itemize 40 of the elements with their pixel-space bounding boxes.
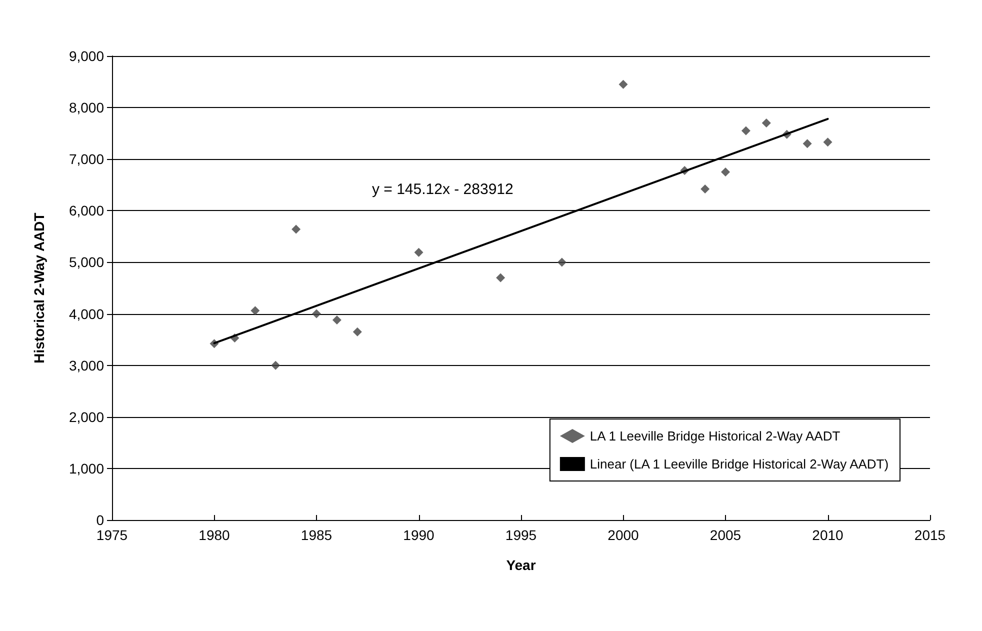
x-tick-label: 2010 [812,527,844,543]
point [352,327,362,336]
point [312,309,321,318]
point [618,80,628,89]
y-tick-label: 2,000 [68,408,104,425]
point [250,306,260,316]
point [271,360,280,370]
point [802,139,812,148]
x-axis-title: Year [506,557,536,573]
y-axis-title: Historical 2-Way AADT [31,212,47,364]
point [332,315,342,324]
point [414,248,424,257]
point [496,273,506,282]
x-tick-label: 1990 [403,527,435,543]
legend-label: LA 1 Leeville Bridge Historical 2-Way AADT [590,428,840,444]
point [741,126,750,136]
point [557,258,566,267]
x-tick-label: 1975 [96,527,128,543]
x-tick-label: 1985 [300,527,332,543]
y-tick-label: 8,000 [68,100,104,116]
point [823,138,832,147]
annotation: y = 145.12x - 283912 [372,181,514,198]
point [292,224,301,234]
y-tick-label: 7,000 [68,151,104,168]
point [762,118,771,128]
point [721,168,730,176]
y-tick-label: 6,000 [68,202,104,219]
y-tick-label: 4,000 [68,306,104,322]
y-tick-label: 0 [96,512,104,528]
point [700,184,710,194]
y-tick-label: 3,000 [68,357,104,374]
x-tick-label: 1995 [505,527,537,543]
x-tick-label: 2005 [710,527,742,543]
legend-label: Linear (LA 1 Leeville Bridge Historical 2-Way AADT) [590,456,889,472]
y-tick-label: 9,000 [68,48,104,64]
x-tick-label: 1980 [198,527,230,543]
x-tick-label: 2015 [914,527,946,543]
y-tick-label: 5,000 [68,254,104,270]
y-tick-label: 1,000 [68,460,104,476]
x-tick-label: 2000 [608,527,640,543]
